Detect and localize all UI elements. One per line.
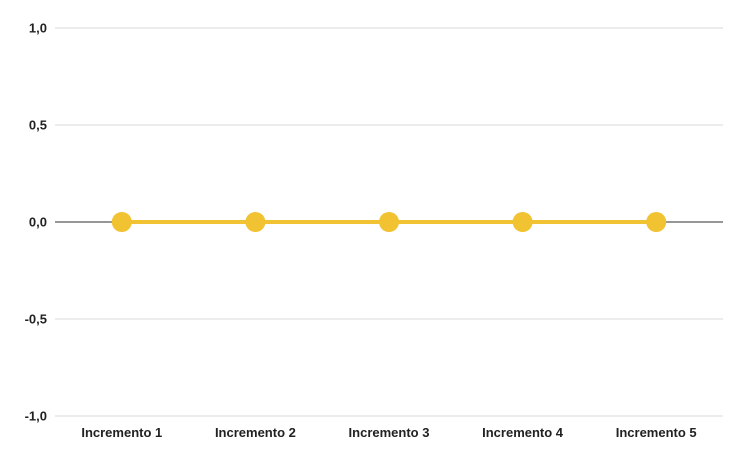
data-point[interactable] xyxy=(512,212,533,232)
x-tick-label: Incremento 4 xyxy=(482,425,564,440)
y-axis-tick-labels: 1,0 0,5 0,0 -0,5 -1,0 xyxy=(25,21,47,424)
y-tick-label: -1,0 xyxy=(25,409,47,424)
y-tick-label: 0,5 xyxy=(29,118,47,133)
series-layer xyxy=(111,212,667,232)
x-tick-label: Incremento 2 xyxy=(215,425,296,440)
y-tick-label: 0,0 xyxy=(29,215,47,230)
data-point[interactable] xyxy=(111,212,132,232)
x-axis-tick-labels: Incremento 1 Incremento 2 Incremento 3 Incr… xyxy=(81,425,696,440)
x-tick-label: Incremento 1 xyxy=(81,425,162,440)
y-tick-label: -0,5 xyxy=(25,312,47,327)
y-tick-label: 1,0 xyxy=(29,21,47,36)
data-point[interactable] xyxy=(245,212,266,232)
data-point[interactable] xyxy=(379,212,399,232)
data-point[interactable] xyxy=(646,212,667,232)
x-tick-label: Incremento 5 xyxy=(616,425,697,440)
x-tick-label: Incremento 3 xyxy=(349,425,430,440)
